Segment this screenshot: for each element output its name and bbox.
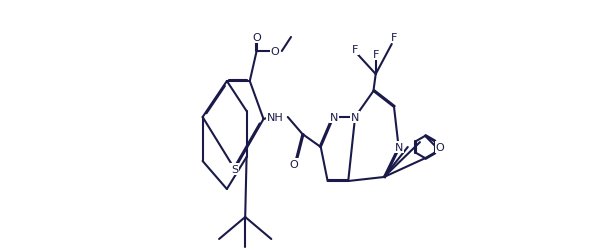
Text: O: O [289,159,298,169]
Text: F: F [352,45,358,55]
Text: O: O [252,33,261,43]
Text: N: N [395,142,403,152]
Text: NH: NH [267,112,283,122]
Text: S: S [231,164,238,174]
Text: N: N [351,112,359,122]
Text: O: O [435,142,444,152]
Text: F: F [373,50,379,60]
Text: F: F [391,33,397,43]
Text: N: N [329,112,338,122]
Text: O: O [270,47,280,57]
